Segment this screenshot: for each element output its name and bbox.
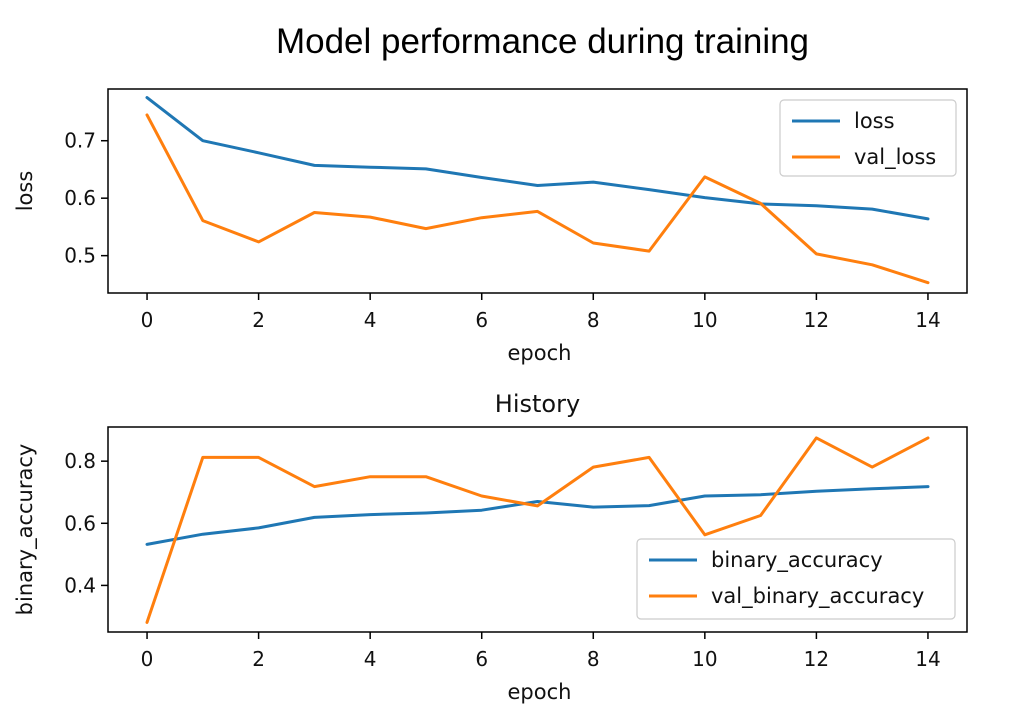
x-tick-label: 14 [915,647,940,671]
x-tick-label: 2 [252,647,265,671]
legend-label: val_binary_accuracy [711,584,924,609]
legend-label: loss [854,109,895,133]
legend-label: binary_accuracy [711,548,883,573]
y-axis-label: binary_accuracy [13,444,38,616]
x-axis-label: epoch [508,341,572,365]
legend: loss val_loss [779,99,957,177]
subplot-2: History 0 2 4 6 8 10 12 14 0.4 0.6 0.8 epoch binary_a… [13,390,968,704]
y-tick-label: 0.6 [64,186,96,210]
x-tick-label: 14 [915,308,940,332]
x-tick-label: 6 [475,647,488,671]
figure-title: Model performance during training [275,22,810,61]
x-tick-label: 10 [692,647,717,671]
series-line-loss [145,96,930,221]
y-tick-label: 0.8 [64,449,96,473]
x-tick-label: 4 [364,647,377,671]
series-line-val_binary_accuracy [145,436,930,624]
x-tick-label: 0 [141,647,154,671]
y-tick-label: 0.4 [64,573,96,597]
subplot-1: 0 2 4 6 8 10 12 14 0.5 0.6 0.7 epoch loss loss val_los… [13,88,968,365]
x-tick-label: 12 [804,308,829,332]
x-axis-label: epoch [508,680,572,704]
y-tick-label: 0.5 [64,244,96,268]
y-tick-label: 0.7 [64,129,96,153]
series-line-binary_accuracy [145,485,930,546]
y-tick-label: 0.6 [64,511,96,535]
legend: binary_accuracy val_binary_accuracy [636,538,956,620]
x-tick-label: 8 [587,308,600,332]
x-tick-label: 4 [364,308,377,332]
plot-frame [107,426,968,633]
x-tick-label: 8 [587,647,600,671]
series-line-val_loss [145,113,930,285]
legend-label: val_loss [854,145,936,170]
plot-frame [107,88,968,294]
x-tick-label: 0 [141,308,154,332]
x-tick-label: 2 [252,308,265,332]
y-axis-label: loss [13,171,37,212]
x-tick-label: 6 [475,308,488,332]
legend-box [636,538,956,620]
x-tick-label: 12 [804,647,829,671]
subplot-title: History [495,390,580,418]
x-tick-label: 10 [692,308,717,332]
